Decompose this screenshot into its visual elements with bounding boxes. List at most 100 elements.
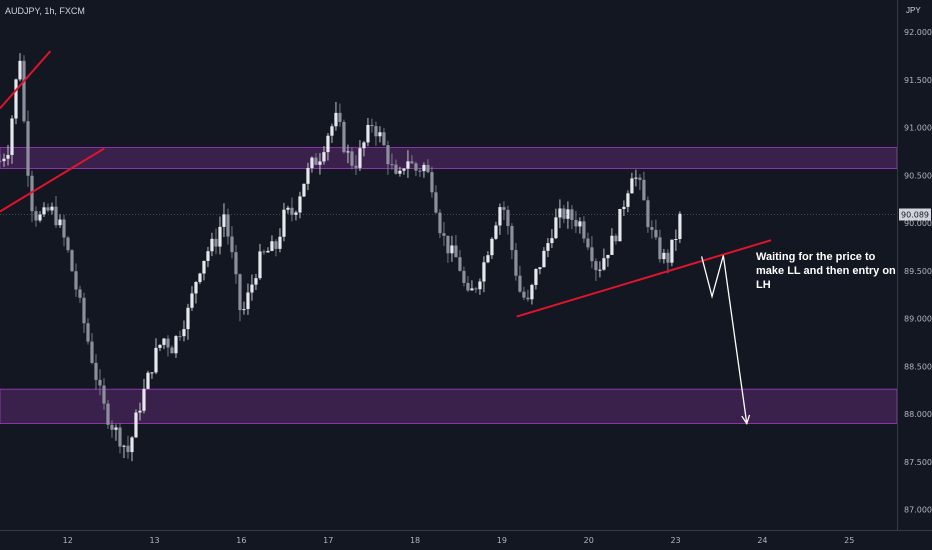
candle-body	[366, 124, 370, 143]
candle-body	[182, 329, 186, 337]
annotation-note[interactable]: Waiting for the price to make LL and the…	[756, 251, 896, 291]
candle-body	[298, 196, 302, 213]
candle-body	[590, 247, 594, 262]
candle-body	[546, 243, 550, 251]
candle-body	[382, 132, 386, 146]
candle-body	[250, 284, 254, 293]
ticker-label[interactable]: AUDJPY, 1h, FXCM	[5, 6, 85, 16]
candle-body	[102, 385, 106, 404]
candle-body	[0, 160, 2, 162]
candle-body	[42, 207, 46, 215]
candle-body	[138, 410, 142, 413]
candle-body	[338, 112, 342, 122]
candle-body	[146, 372, 150, 389]
candle-body	[634, 177, 638, 179]
candle-body	[154, 347, 158, 373]
candle-body	[614, 235, 618, 242]
candle-body	[358, 148, 362, 168]
candle-body	[50, 206, 54, 211]
candle-body	[554, 217, 558, 239]
candle-body	[362, 142, 366, 149]
candle-body	[658, 237, 662, 260]
currency-label: JPY	[906, 6, 921, 15]
candle-body	[434, 192, 438, 213]
candle-body	[622, 206, 626, 209]
candle-body	[402, 168, 406, 171]
candle-body	[314, 157, 318, 165]
candle-body	[258, 251, 262, 279]
candle-body	[202, 260, 206, 274]
price-tick-label: 90.000	[904, 219, 932, 228]
candle-body	[290, 207, 294, 215]
time-tick-label: 12	[63, 536, 73, 545]
candle-body	[458, 257, 462, 271]
candle-body	[70, 250, 74, 272]
candle-body	[638, 177, 642, 180]
price-tick-label: 88.500	[904, 362, 932, 371]
candle-body	[594, 261, 598, 271]
last-price-tag: 90.089	[899, 208, 931, 221]
candle-body	[162, 338, 166, 345]
candle-body	[490, 238, 494, 256]
candle-body	[654, 229, 658, 238]
candle-body	[662, 252, 666, 260]
candle-body	[650, 227, 654, 230]
candle-body	[394, 164, 398, 174]
candle-body	[598, 269, 602, 271]
candle-body	[442, 233, 446, 236]
candle-body	[666, 252, 670, 263]
candle-body	[94, 362, 98, 380]
candle-body	[502, 207, 506, 210]
candle-body	[370, 124, 374, 127]
candle-body	[294, 212, 298, 215]
candle-body	[414, 163, 418, 171]
price-tick-label: 90.500	[904, 171, 932, 180]
candle-body	[274, 241, 278, 249]
candle-body	[186, 307, 190, 330]
time-tick-label: 23	[670, 536, 680, 545]
candle-body	[278, 236, 282, 249]
time-tick-label: 19	[497, 536, 507, 545]
candle-body	[498, 207, 502, 226]
candle-body	[86, 323, 90, 342]
candle-body	[318, 161, 322, 165]
candle-body	[178, 336, 182, 338]
candle-body	[10, 118, 14, 155]
candle-body	[550, 238, 554, 244]
candle-body	[478, 281, 482, 290]
candle-body	[286, 207, 290, 210]
candle-body	[126, 445, 130, 453]
candle-body	[158, 344, 162, 348]
candle-body	[190, 293, 194, 308]
candle-body	[610, 235, 614, 255]
candle-body	[534, 269, 538, 285]
candle-body	[526, 297, 530, 300]
candle-body	[234, 252, 238, 275]
price-tick-label: 89.500	[904, 267, 932, 276]
candle-body	[326, 135, 330, 153]
candle-body	[378, 132, 382, 137]
candle-body	[570, 209, 574, 221]
candle-body	[246, 292, 250, 310]
time-tick-label: 16	[236, 536, 246, 545]
candle-body	[482, 262, 486, 282]
time-tick-label: 17	[323, 536, 333, 545]
candle-body	[350, 151, 354, 166]
candle-body	[34, 211, 38, 221]
candle-body	[538, 267, 542, 270]
price-tick-label: 92.000	[904, 28, 932, 37]
candle-body	[282, 209, 286, 237]
time-tick-label: 13	[149, 536, 159, 545]
candle-body	[630, 178, 634, 194]
price-tick-label: 91.500	[904, 76, 932, 85]
candle-body	[18, 60, 22, 80]
candle-body	[266, 250, 270, 253]
price-axis: 92.000 91.500 91.000 90.500 90.000 89.500 89.0…	[904, 28, 932, 515]
candle-body	[98, 379, 102, 386]
candle-body	[142, 388, 146, 411]
price-tick-label: 91.000	[904, 124, 932, 133]
candle-body	[514, 250, 518, 276]
candle-body	[494, 225, 498, 239]
candle-body	[214, 238, 218, 247]
